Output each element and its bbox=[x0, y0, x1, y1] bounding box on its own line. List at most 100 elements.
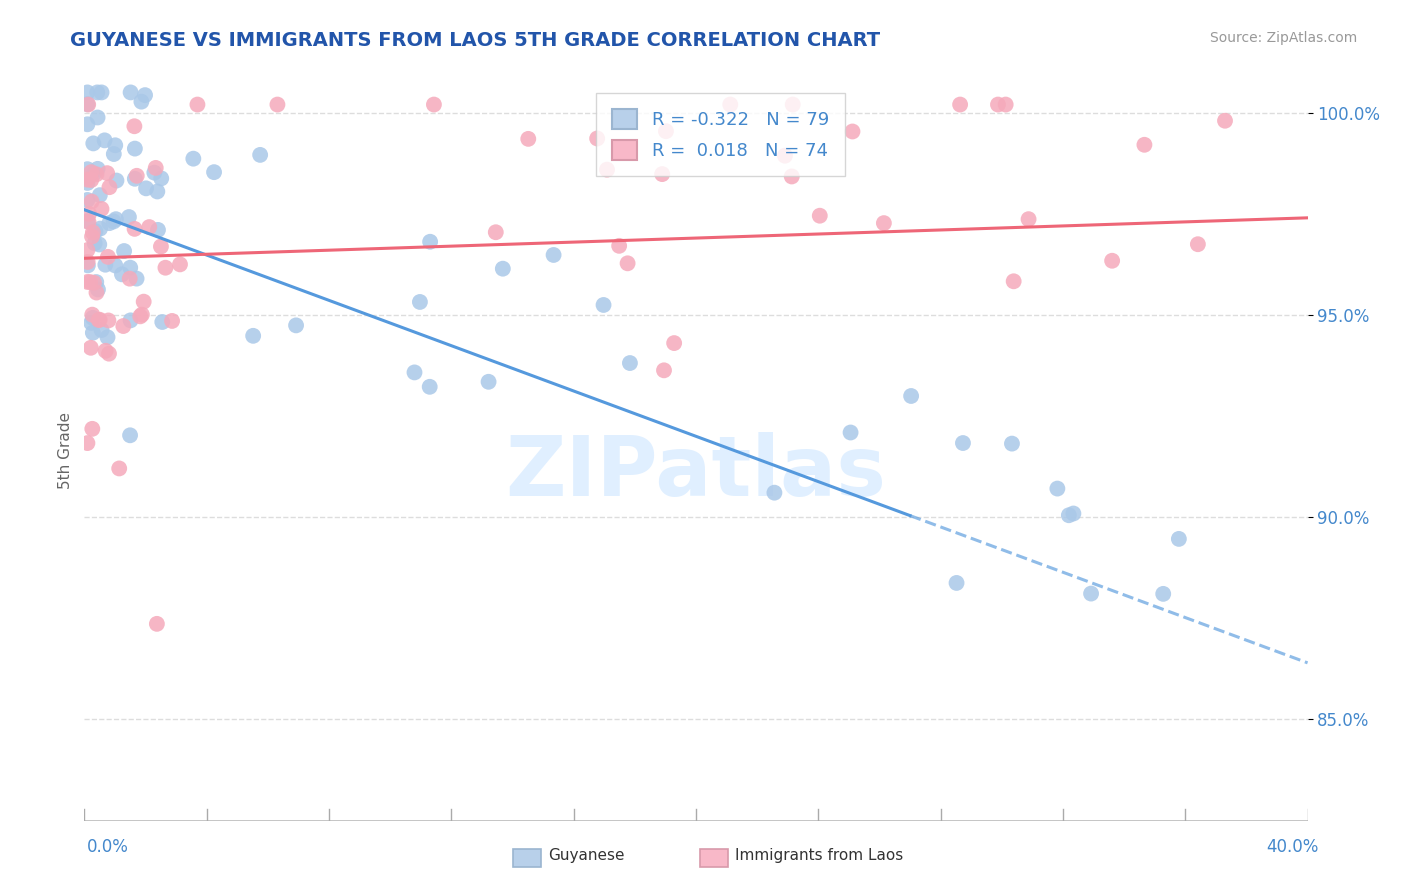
Point bbox=[186, 97, 208, 112]
Point bbox=[76, 97, 98, 112]
Point bbox=[419, 235, 441, 249]
Point bbox=[83, 236, 105, 251]
Point bbox=[780, 169, 803, 184]
Point bbox=[183, 152, 205, 166]
Point bbox=[90, 323, 112, 337]
Text: Guyanese: Guyanese bbox=[548, 847, 624, 863]
Text: Source: ZipAtlas.com: Source: ZipAtlas.com bbox=[1209, 31, 1357, 45]
Point bbox=[1046, 482, 1069, 496]
Point bbox=[249, 148, 271, 162]
Point bbox=[132, 294, 155, 309]
Point bbox=[150, 315, 173, 329]
Point bbox=[131, 95, 153, 109]
Point bbox=[120, 86, 142, 100]
Text: Immigrants from Laos: Immigrants from Laos bbox=[735, 847, 904, 863]
Point bbox=[143, 166, 166, 180]
Point bbox=[80, 194, 103, 209]
Point bbox=[82, 308, 104, 322]
Point bbox=[808, 209, 831, 223]
Point bbox=[949, 97, 972, 112]
Point bbox=[285, 318, 308, 333]
Point bbox=[86, 111, 108, 125]
Point bbox=[169, 257, 191, 271]
Point bbox=[138, 220, 160, 235]
Point bbox=[1062, 507, 1084, 521]
Point bbox=[146, 185, 169, 199]
Point bbox=[718, 97, 741, 112]
Point bbox=[87, 283, 110, 297]
Point bbox=[1101, 253, 1123, 268]
Point bbox=[76, 275, 98, 289]
Point bbox=[98, 216, 121, 230]
Point bbox=[477, 375, 499, 389]
Point bbox=[120, 313, 142, 327]
Point bbox=[89, 188, 111, 202]
Point bbox=[80, 341, 103, 355]
Point bbox=[82, 136, 104, 151]
Point bbox=[103, 147, 125, 161]
Point bbox=[76, 176, 98, 190]
Point bbox=[77, 207, 100, 221]
Point bbox=[76, 243, 98, 257]
Point bbox=[80, 229, 103, 244]
Point bbox=[120, 260, 142, 275]
Point bbox=[873, 216, 896, 230]
Point bbox=[839, 425, 862, 440]
Point bbox=[105, 173, 128, 187]
Point bbox=[94, 258, 117, 272]
Point bbox=[84, 224, 107, 238]
Point bbox=[145, 161, 167, 175]
Point bbox=[543, 248, 565, 262]
Point bbox=[76, 214, 98, 228]
Point bbox=[82, 326, 104, 340]
Point bbox=[586, 131, 609, 145]
Point bbox=[90, 86, 112, 100]
Point bbox=[134, 88, 156, 103]
Point bbox=[1133, 137, 1156, 152]
Point bbox=[782, 97, 804, 112]
Text: GUYANESE VS IMMIGRANTS FROM LAOS 5TH GRADE CORRELATION CHART: GUYANESE VS IMMIGRANTS FROM LAOS 5TH GRA… bbox=[70, 31, 880, 50]
Point bbox=[98, 180, 121, 194]
Point bbox=[86, 86, 108, 100]
Point bbox=[266, 97, 288, 112]
Legend: R = -0.322   N = 79, R =  0.018   N = 74: R = -0.322 N = 79, R = 0.018 N = 74 bbox=[596, 93, 845, 176]
Point bbox=[160, 314, 183, 328]
Point bbox=[96, 330, 118, 344]
Point bbox=[76, 259, 98, 273]
Point bbox=[104, 212, 127, 227]
Point bbox=[202, 165, 225, 179]
Point bbox=[89, 312, 111, 326]
Point bbox=[112, 319, 135, 334]
Point bbox=[1001, 436, 1024, 450]
Point bbox=[83, 276, 105, 290]
Point bbox=[1167, 532, 1189, 546]
Point bbox=[86, 161, 108, 176]
Point bbox=[517, 132, 540, 146]
Point bbox=[80, 173, 103, 187]
Point bbox=[651, 167, 673, 181]
Point bbox=[82, 225, 104, 239]
Point bbox=[97, 250, 120, 264]
Point bbox=[93, 133, 115, 147]
Point bbox=[87, 313, 110, 327]
Point bbox=[146, 223, 169, 237]
Point bbox=[76, 162, 98, 177]
Point bbox=[89, 237, 111, 252]
Point bbox=[616, 256, 638, 270]
Point bbox=[124, 142, 146, 156]
Point bbox=[1057, 508, 1080, 523]
Point bbox=[242, 328, 264, 343]
Point bbox=[149, 239, 172, 253]
Point bbox=[77, 215, 100, 229]
Point bbox=[111, 268, 134, 282]
Point bbox=[952, 436, 974, 450]
Point bbox=[1002, 274, 1025, 288]
Point bbox=[104, 259, 127, 273]
Point bbox=[655, 124, 678, 138]
Point bbox=[129, 310, 152, 324]
Text: ZIPatlas: ZIPatlas bbox=[506, 432, 886, 513]
Point bbox=[120, 428, 142, 442]
Point bbox=[596, 162, 619, 177]
Point bbox=[80, 316, 103, 330]
Point bbox=[900, 389, 922, 403]
